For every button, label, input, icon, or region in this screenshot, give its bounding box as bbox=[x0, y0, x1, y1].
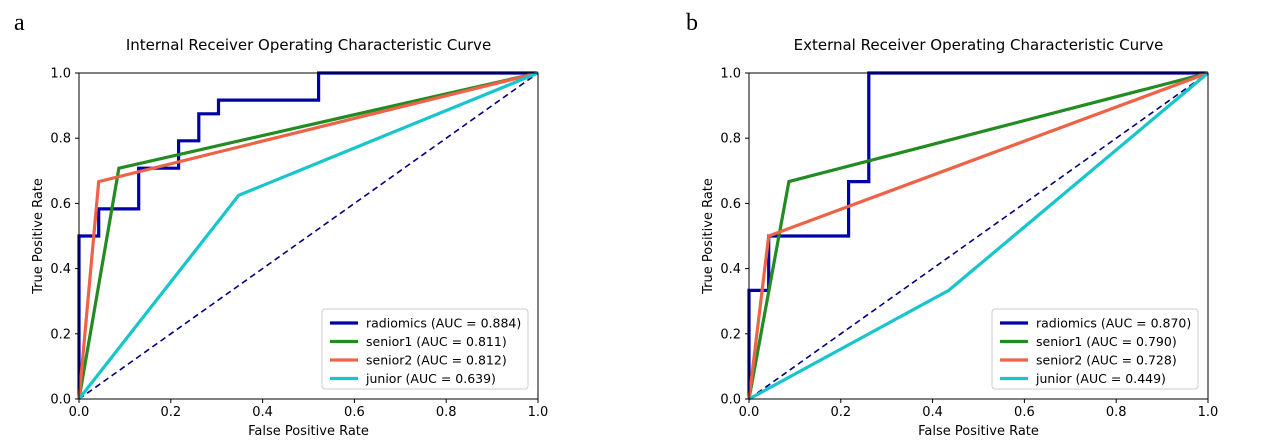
legend-label-senior1: senior1 (AUC = 0.811) bbox=[366, 334, 507, 349]
legend-box bbox=[321, 308, 529, 390]
diagonal-reference-line bbox=[748, 72, 1209, 400]
series-line-senior1 bbox=[77, 71, 539, 400]
series-line-senior2 bbox=[77, 71, 539, 400]
y-tick-label: 0.2 bbox=[50, 327, 71, 342]
y-axis-label: True Positive Rate bbox=[31, 178, 46, 295]
roc-chart-external: External Receiver Operating Characterist… bbox=[701, 36, 1219, 439]
plot-frame bbox=[78, 72, 539, 400]
x-tick-label: 0.8 bbox=[1106, 405, 1127, 420]
y-tick-label: 1.0 bbox=[720, 67, 741, 82]
plot-frame bbox=[748, 72, 1209, 400]
x-tick-label: 0.6 bbox=[1014, 405, 1035, 420]
series-line-radiomics bbox=[77, 71, 538, 399]
x-axis-label: False Positive Rate bbox=[248, 424, 369, 439]
legend-label-senior2: senior2 (AUC = 0.812) bbox=[366, 353, 507, 368]
x-tick-label: 1.0 bbox=[528, 405, 549, 420]
y-tick-label: 0.0 bbox=[50, 393, 71, 408]
series-line-senior1 bbox=[747, 71, 1209, 400]
chart-title: External Receiver Operating Characterist… bbox=[794, 36, 1164, 54]
legend: radiomics (AUC = 0.870) senior1 (AUC = 0.… bbox=[991, 308, 1199, 390]
x-axis-label: False Positive Rate bbox=[918, 424, 1039, 439]
series-line-radiomics bbox=[747, 71, 1208, 399]
y-tick-label: 0.4 bbox=[50, 262, 71, 277]
series-line-junior bbox=[77, 71, 539, 400]
y-tick-label: 0.2 bbox=[720, 327, 741, 342]
series-line-junior bbox=[748, 71, 1210, 401]
x-tick-label: 0.4 bbox=[252, 405, 273, 420]
y-tick-label: 1.0 bbox=[50, 67, 71, 82]
legend-label-radiomics: radiomics (AUC = 0.870) bbox=[1036, 316, 1191, 331]
legend-label-radiomics: radiomics (AUC = 0.884) bbox=[366, 316, 521, 331]
x-tick-label: 0.0 bbox=[69, 405, 90, 420]
legend-label-junior: junior (AUC = 0.639) bbox=[365, 371, 496, 386]
y-tick-label: 0.6 bbox=[720, 197, 741, 212]
x-tick-label: 0.4 bbox=[922, 405, 943, 420]
legend: radiomics (AUC = 0.884) senior1 (AUC = 0.… bbox=[321, 308, 529, 390]
roc-chart-internal: Internal Receiver Operating Characterist… bbox=[31, 36, 549, 439]
y-tick-label: 0.0 bbox=[720, 393, 741, 408]
x-tick-label: 0.6 bbox=[344, 405, 365, 420]
y-tick-label: 0.6 bbox=[50, 197, 71, 212]
x-tick-label: 0.8 bbox=[436, 405, 457, 420]
legend-label-senior1: senior1 (AUC = 0.790) bbox=[1036, 334, 1177, 349]
panel-letter-b: b bbox=[686, 10, 698, 36]
chart-title: Internal Receiver Operating Characterist… bbox=[126, 36, 491, 54]
y-tick-label: 0.8 bbox=[50, 132, 71, 147]
panel-letter-a: a bbox=[14, 10, 25, 36]
legend-label-junior: junior (AUC = 0.449) bbox=[1035, 371, 1166, 386]
diagonal-reference-line bbox=[78, 72, 539, 400]
x-tick-label: 0.0 bbox=[739, 405, 760, 420]
x-tick-label: 0.2 bbox=[830, 405, 851, 420]
y-axis-label: True Positive Rate bbox=[701, 178, 716, 295]
legend-box bbox=[991, 308, 1199, 390]
y-tick-label: 0.8 bbox=[720, 132, 741, 147]
y-tick-label: 0.4 bbox=[720, 262, 741, 277]
legend-label-senior2: senior2 (AUC = 0.728) bbox=[1036, 353, 1177, 368]
x-tick-label: 0.2 bbox=[160, 405, 181, 420]
series-line-senior2 bbox=[747, 71, 1209, 400]
x-tick-label: 1.0 bbox=[1198, 405, 1219, 420]
